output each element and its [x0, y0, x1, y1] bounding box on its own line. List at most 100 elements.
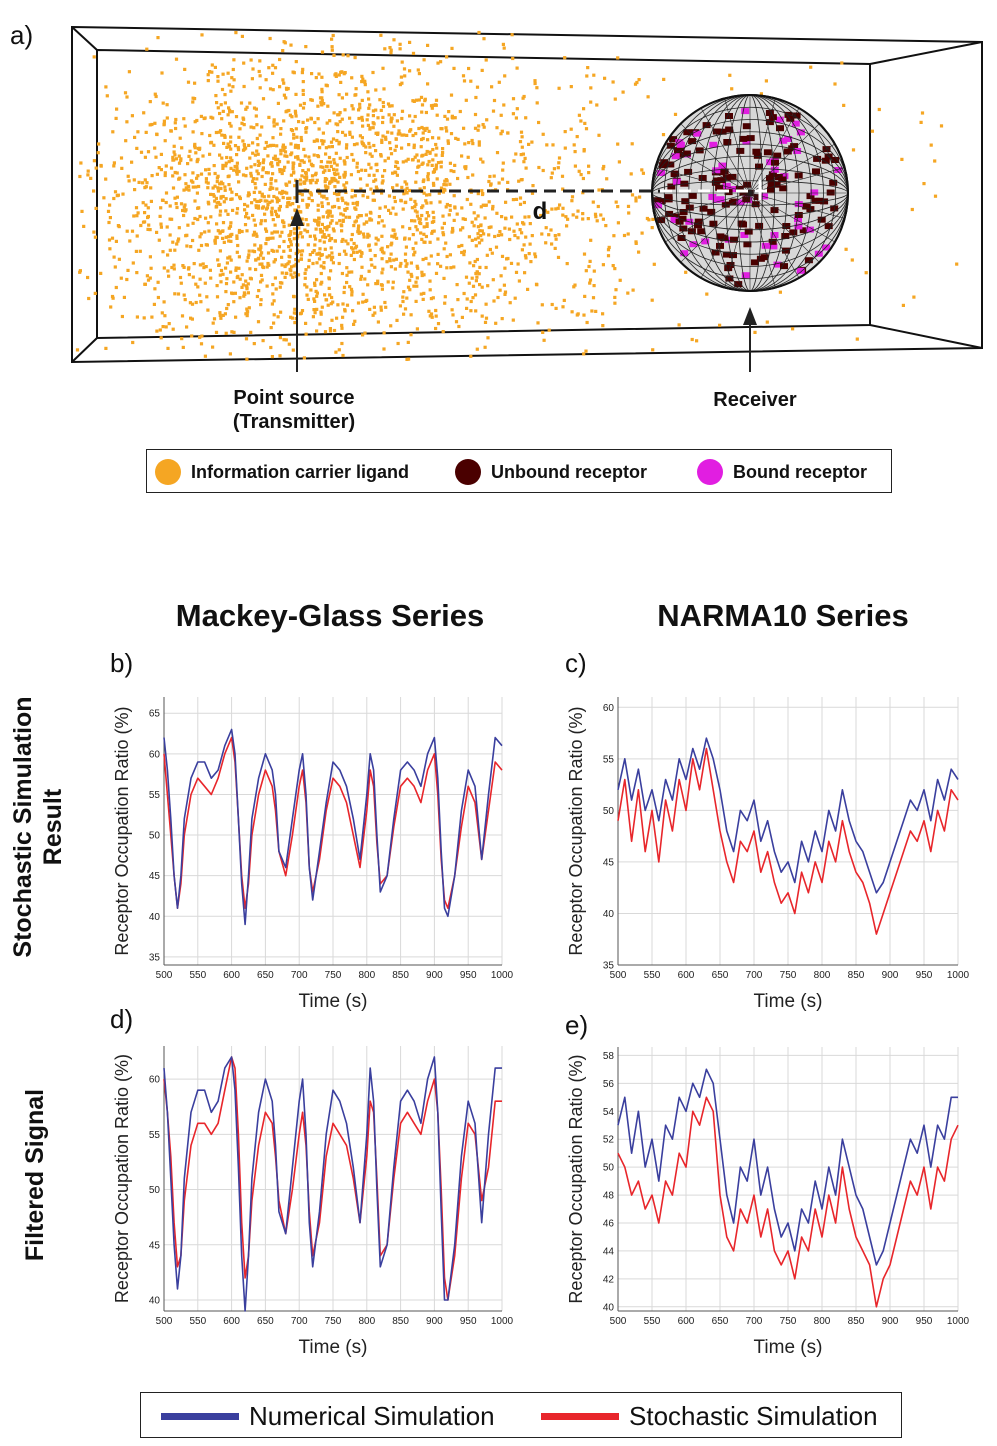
- ligand-particle: [246, 291, 250, 295]
- ligand-particle: [447, 213, 451, 217]
- ligand-particle: [451, 229, 455, 233]
- ligand-particle: [497, 80, 501, 84]
- ligand-particle: [592, 73, 596, 77]
- ligand-particle: [326, 104, 330, 108]
- ligand-particle: [265, 265, 269, 269]
- ligand-particle: [245, 311, 249, 315]
- ligand-particle: [622, 233, 627, 238]
- ligand-particle: [267, 66, 271, 70]
- ligand-particle: [245, 314, 249, 318]
- ligand-particle: [493, 234, 497, 239]
- ligand-particle: [420, 110, 424, 114]
- ligand-particle: [329, 221, 333, 225]
- ligand-particle: [357, 108, 361, 112]
- ligand-particle: [484, 316, 489, 320]
- ligand-particle: [426, 178, 430, 182]
- ligand-particle: [412, 143, 416, 147]
- ligand-particle: [372, 122, 376, 126]
- unbound-receptor: [765, 119, 774, 126]
- ligand-particle: [351, 107, 355, 111]
- ligand-particle: [477, 140, 481, 144]
- ligand-particle: [297, 205, 301, 209]
- ligand-particle: [387, 194, 392, 198]
- ligand-particle: [313, 237, 318, 241]
- ligand-particle: [115, 107, 119, 111]
- ligand-particle: [253, 163, 257, 167]
- ligand-particle: [274, 179, 278, 183]
- ligand-particle: [225, 306, 229, 311]
- ligand-particle: [337, 73, 341, 77]
- ligand-particle: [355, 201, 359, 205]
- ligand-particle: [273, 66, 278, 70]
- ligand-particle: [206, 186, 210, 190]
- ligand-particle: [406, 270, 410, 274]
- ligand-particle: [195, 160, 199, 164]
- ligand-particle: [112, 255, 116, 259]
- unbound-receptor: [716, 242, 724, 249]
- ligand-particle: [327, 145, 331, 149]
- y-tick-label: 44: [603, 1246, 615, 1257]
- unbound-receptor: [784, 111, 793, 118]
- ligand-particle: [294, 209, 298, 213]
- ligand-particle: [350, 188, 354, 192]
- ligand-particle: [352, 250, 356, 255]
- unbound-receptor: [694, 222, 702, 229]
- ligand-particle: [403, 307, 408, 311]
- unbound-receptor: [783, 148, 792, 155]
- ligand-particle: [156, 295, 160, 300]
- ligand-particle: [358, 249, 362, 253]
- ligand-particle: [336, 303, 340, 307]
- ligand-particle: [540, 232, 544, 236]
- ligand-particle: [339, 223, 343, 227]
- ligand-particle: [141, 201, 145, 205]
- ligand-particle: [427, 262, 431, 266]
- ligand-particle: [270, 164, 274, 168]
- ligand-particle: [191, 221, 195, 225]
- ligand-particle: [235, 161, 239, 165]
- ligand-particle: [270, 302, 274, 306]
- ligand-particle: [269, 185, 273, 189]
- transmitter-label-line1: Point source: [233, 387, 355, 409]
- ligand-particle: [426, 175, 430, 179]
- ligand-particle: [259, 280, 263, 284]
- ligand-particle: [269, 177, 273, 182]
- ligand-particle: [110, 236, 115, 240]
- ligand-particle: [177, 154, 181, 158]
- ligand-particle: [304, 130, 308, 134]
- ligand-particle: [252, 190, 256, 194]
- unbound-receptor: [812, 168, 820, 175]
- ligand-particle: [316, 203, 320, 207]
- unbound-receptor: [709, 220, 718, 227]
- ligand-particle: [851, 148, 856, 152]
- ligand-particle: [343, 71, 347, 75]
- ligand-particle: [400, 109, 405, 113]
- ligand-particle: [239, 101, 244, 105]
- ligand-particle: [228, 187, 232, 191]
- ligand-particle: [467, 141, 471, 145]
- ligand-particle: [553, 234, 557, 238]
- ligand-particle: [198, 277, 202, 281]
- ligand-particle: [877, 107, 881, 112]
- ligand-particle: [221, 221, 226, 225]
- ligand-particle: [211, 186, 215, 190]
- ligand-particle: [450, 46, 454, 50]
- ligand-particle: [329, 164, 333, 168]
- ligand-particle: [278, 285, 282, 289]
- ligand-particle: [415, 214, 420, 218]
- ligand-particle: [381, 134, 385, 138]
- bound-receptor: [769, 243, 778, 250]
- ligand-particle: [404, 159, 408, 163]
- ligand-particle: [613, 97, 617, 101]
- ligand-particle: [361, 292, 365, 296]
- ligand-particle: [389, 324, 393, 328]
- ligand-particle: [386, 102, 391, 106]
- ligand-particle: [457, 244, 461, 249]
- ligand-particle: [392, 38, 396, 42]
- ligand-particle: [315, 291, 319, 295]
- ligand-particle: [143, 211, 147, 215]
- ligand-particle: [248, 276, 252, 280]
- ligand-particle: [232, 168, 236, 172]
- ligand-particle: [237, 230, 241, 234]
- x-tick-label: 600: [223, 970, 240, 981]
- ligand-particle: [355, 165, 359, 169]
